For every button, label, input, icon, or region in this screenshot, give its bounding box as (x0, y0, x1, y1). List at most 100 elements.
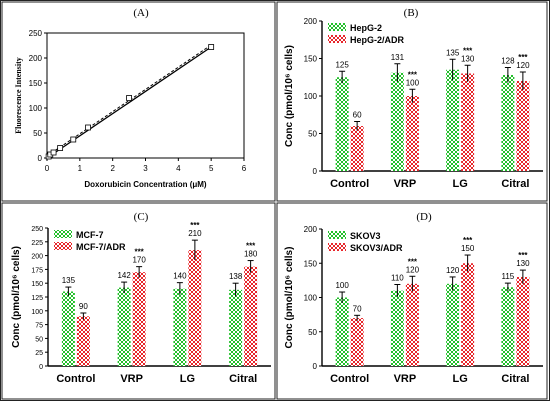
data-label: 135 (446, 48, 460, 57)
bar (516, 276, 530, 366)
y-tick-label: 200 (29, 54, 43, 63)
y-tick-label: 50 (33, 129, 42, 138)
x-tick-label: VRP (394, 178, 417, 190)
y-tick-label: 100 (304, 294, 318, 303)
legend-swatch (54, 242, 72, 250)
data-label: 130 (516, 259, 530, 268)
bar (501, 287, 515, 366)
x-tick-label: 1 (78, 164, 83, 173)
y-tick-label: 0 (39, 364, 43, 371)
x-tick-label: 4 (176, 164, 181, 173)
y-tick-label: 50 (308, 328, 317, 337)
y-tick-label: 225 (31, 240, 43, 247)
data-point (85, 124, 91, 131)
data-point (50, 149, 57, 156)
data-label: 60 (353, 111, 362, 120)
x-tick-label: 2 (110, 164, 115, 173)
y-tick-label: 50 (308, 130, 317, 139)
data-label: 150 (461, 244, 475, 253)
panel-frame (1, 202, 276, 400)
significance-marker: *** (134, 248, 144, 257)
y-tick-label: 175 (31, 267, 43, 274)
data-label: 125 (335, 60, 349, 69)
data-point (57, 145, 64, 151)
y-tick-label: 150 (29, 79, 43, 88)
y-tick-label: 100 (304, 92, 318, 101)
bar (390, 290, 404, 366)
significance-marker: *** (463, 236, 473, 245)
bar (244, 266, 258, 366)
panel-label: (D) (416, 211, 432, 223)
significance-marker: *** (408, 257, 418, 266)
x-tick-label: LG (180, 373, 195, 385)
legend-label: SKOV3/ADR (350, 243, 403, 253)
significance-marker: *** (518, 53, 528, 62)
y-tick-label: 75 (35, 323, 43, 330)
panel-a: (A) 0 1 2 3 4 5 6 0 50 100 150 200 250 Doxorubicin Con… (14, 7, 247, 189)
y-axis-label: Conc (pmol/10⁶ cells) (11, 246, 22, 348)
y-tick-label: 150 (31, 281, 43, 288)
data-label: 130 (461, 54, 475, 63)
x-tick-label: LG (452, 178, 467, 190)
x-tick-label: Citral (229, 373, 257, 385)
panel-b: (B) 0 50 100 150 200 Conc (pmol/10⁶ cells) Cont… (284, 7, 543, 190)
bar (461, 73, 475, 171)
y-tick-label: 0 (313, 167, 318, 176)
panel-c: (C) 0 25 50 75 100 125 150 175 200 225 250 Conc (pmo… (11, 211, 271, 385)
x-tick-label: Control (330, 178, 369, 190)
legend-swatch (328, 231, 346, 239)
bar (335, 297, 349, 366)
data-label: 100 (406, 78, 420, 87)
bar (173, 288, 187, 366)
x-tick-label: 6 (242, 164, 247, 173)
legend-label: HepG-2 (350, 23, 382, 33)
y-tick-label: 200 (304, 225, 318, 234)
y-tick-label: 100 (31, 309, 43, 316)
data-label: 120 (446, 266, 460, 275)
y-tick-label: 25 (35, 350, 43, 357)
bar (461, 263, 475, 366)
bar (405, 283, 419, 366)
bar (516, 81, 530, 171)
bar (501, 75, 515, 171)
bar (188, 250, 202, 366)
data-point (208, 44, 215, 50)
y-tick-label: 100 (29, 104, 43, 113)
x-tick-label: VRP (394, 373, 417, 385)
bar (350, 126, 364, 171)
significance-marker: *** (518, 251, 528, 260)
y-axis-label: Fluorescence Intensity (14, 57, 23, 134)
data-label: 90 (79, 302, 88, 311)
y-axis-label: Conc (pmol/10⁶ cells) (284, 247, 295, 349)
data-label: 138 (229, 272, 243, 281)
y-tick-label: 150 (304, 55, 318, 64)
significance-marker: *** (246, 242, 256, 251)
y-tick-label: 125 (31, 295, 43, 302)
x-tick-label: 5 (209, 164, 214, 173)
legend-label: HepG-2/ADR (350, 35, 405, 45)
bar (132, 272, 146, 366)
panel-label: (A) (133, 7, 149, 19)
confidence-line (46, 44, 212, 157)
x-tick-label: LG (452, 373, 467, 385)
data-label: 180 (244, 250, 258, 259)
bar (350, 318, 364, 366)
y-tick-label: 50 (35, 336, 43, 343)
y-tick-label: 150 (304, 259, 318, 268)
legend-label: SKOV3 (350, 231, 381, 241)
legend-label: MCF-7 (76, 230, 104, 240)
legend-swatch (54, 230, 72, 238)
x-tick-label: 0 (45, 164, 50, 173)
data-label: 70 (353, 304, 362, 313)
data-label: 170 (132, 256, 146, 265)
significance-marker: *** (463, 46, 473, 55)
bar (76, 316, 90, 366)
x-tick-label: 3 (143, 164, 148, 173)
x-tick-label: Citral (501, 373, 529, 385)
data-label: 140 (173, 272, 187, 281)
data-label: 115 (501, 272, 514, 281)
data-label: 210 (188, 229, 202, 238)
x-tick-label: Control (330, 373, 369, 385)
